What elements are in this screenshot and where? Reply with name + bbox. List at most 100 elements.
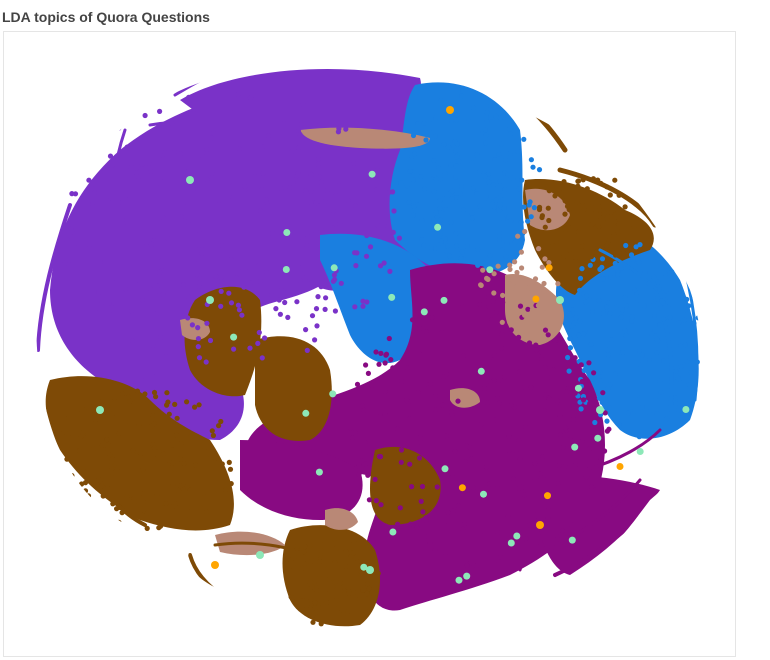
scatter-point [492, 417, 498, 423]
scatter-point [487, 103, 494, 109]
scatter-point [501, 205, 507, 211]
scatter-point [531, 205, 538, 211]
scatter-point [66, 473, 72, 479]
scatter-point [316, 571, 323, 578]
scatter-point [484, 118, 490, 125]
scatter-point [177, 151, 183, 157]
scatter-point [145, 499, 151, 505]
scatter-point [418, 174, 424, 180]
scatter-point [605, 386, 611, 392]
scatter-point [259, 186, 265, 192]
scatter-point [366, 586, 372, 592]
scatter-point [552, 193, 558, 199]
scatter-point [460, 304, 466, 310]
scatter-point [300, 593, 306, 599]
scatter-point [156, 269, 163, 276]
scatter-point [116, 504, 122, 510]
scatter-point [410, 212, 416, 218]
scatter-point [343, 563, 349, 570]
scatter-point [478, 282, 484, 288]
topic-arc-17 [518, 468, 529, 572]
scatter-point [432, 407, 439, 413]
scatter-point [433, 176, 439, 182]
scatter-point [106, 300, 112, 306]
scatter-point [589, 222, 595, 228]
scatter-point [557, 432, 564, 438]
scatter-point [216, 423, 222, 429]
scatter-point [296, 602, 302, 608]
scatter-point [432, 393, 438, 399]
scatter-point [574, 207, 581, 214]
scatter-point [155, 191, 161, 197]
scatter-point [232, 106, 238, 112]
scatter-point [283, 229, 291, 236]
scatter-point [294, 299, 300, 305]
scatter-point [562, 211, 568, 217]
topic-region-tan-4 [180, 318, 210, 340]
scatter-point [315, 161, 321, 167]
scatter-point [215, 487, 221, 493]
scatter-point [656, 285, 663, 292]
scatter-point [554, 398, 561, 404]
scatter-point [154, 181, 160, 187]
scatter-point [162, 149, 168, 156]
scatter-point [484, 109, 490, 115]
scatter-point [308, 597, 314, 603]
scatter-point [422, 186, 428, 192]
scatter-point [598, 180, 604, 186]
scatter-point [556, 462, 562, 468]
scatter-point [175, 282, 181, 288]
scatter-point [373, 498, 379, 504]
scatter-point [583, 474, 590, 480]
scatter-point [160, 291, 166, 297]
scatter-point [616, 192, 622, 198]
scatter-point [577, 275, 584, 281]
scatter-point [366, 497, 372, 503]
topic-region-brown-bottom [282, 525, 380, 627]
scatter-point [111, 395, 118, 401]
scatter-point [460, 88, 466, 94]
scatter-point [499, 319, 505, 325]
scatter-point [186, 168, 192, 174]
scatter-point [287, 185, 293, 191]
scatter-point [334, 597, 340, 603]
scatter-point [643, 430, 649, 436]
scatter-point [569, 307, 576, 313]
scatter-point [248, 280, 254, 286]
scatter-point [425, 533, 431, 540]
scatter-point [572, 355, 578, 361]
scatter-point [664, 416, 670, 422]
scatter-point [533, 342, 539, 348]
scatter-point [351, 550, 357, 556]
scatter-point [550, 367, 556, 373]
scatter-point [646, 409, 652, 415]
scatter-point [417, 439, 423, 445]
scatter-point [607, 381, 613, 388]
scatter-point [377, 263, 384, 269]
scatter-point [119, 391, 125, 397]
scatter-point [574, 453, 580, 459]
scatter-point [427, 381, 434, 387]
scatter-point [497, 178, 503, 184]
scatter-point [324, 591, 330, 597]
scatter-point [637, 242, 643, 248]
scatter-point [159, 427, 165, 434]
scatter-point [107, 452, 113, 458]
scatter-point [86, 242, 93, 248]
scatter-point [168, 442, 174, 448]
scatter-point [318, 621, 324, 627]
scatter-point [82, 488, 89, 494]
scatter-point [550, 243, 556, 249]
scatter-point [360, 563, 368, 571]
scatter-point [193, 462, 199, 468]
scatter-point [592, 419, 598, 426]
scatter-point [545, 507, 552, 513]
scatter-point [354, 559, 360, 565]
scatter-point [505, 172, 511, 178]
scatter-point [189, 322, 195, 328]
scatter-point [277, 311, 283, 317]
scatter-point [545, 332, 551, 338]
scatter-point [116, 519, 122, 526]
scatter-point [323, 295, 329, 301]
topic-region-brown-center [255, 336, 332, 441]
